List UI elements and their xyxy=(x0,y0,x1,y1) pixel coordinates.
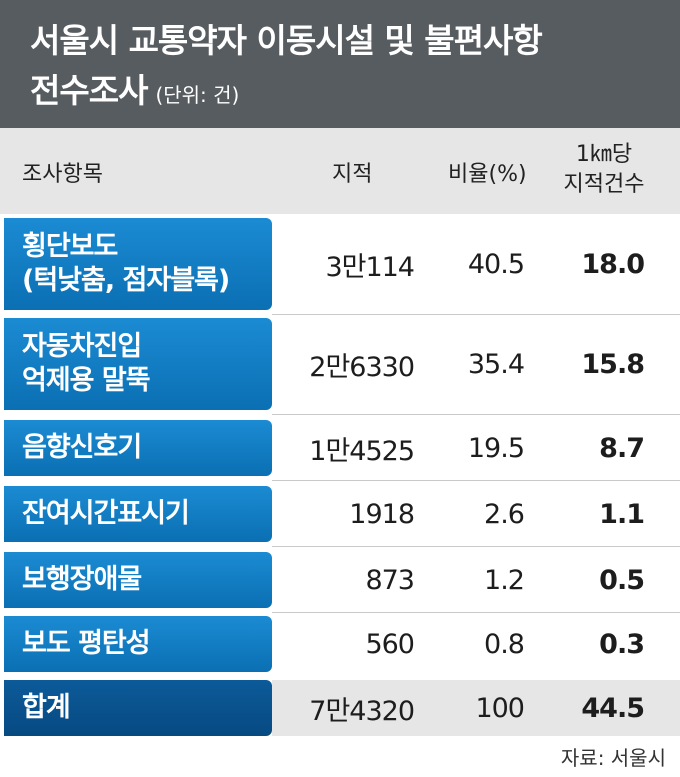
row-label: 잔여시간표시기 xyxy=(4,486,272,542)
table-row: 잔여시간표시기 1918 2.6 1.1 xyxy=(0,486,680,542)
cell-ratio: 19.5 xyxy=(467,432,525,464)
row-label-line1: 음향신호기 xyxy=(22,432,142,463)
cell-ratio: 40.5 xyxy=(467,248,525,280)
cell-count: 873 xyxy=(365,564,415,596)
header-per-km: 1㎞당 지적건수 xyxy=(538,140,670,200)
total-ratio: 100 xyxy=(475,692,525,724)
header-count: 지적 xyxy=(332,162,373,187)
table-row: 횡단보도 (턱낮춤, 점자블록) 3만114 40.5 18.0 xyxy=(0,218,680,310)
cell-ratio: 1.2 xyxy=(484,564,525,596)
cell-count: 2만6330 xyxy=(309,351,415,383)
cell-count: 1918 xyxy=(349,498,415,530)
row-label-line2: 억제용 말뚝 xyxy=(22,365,151,396)
row-label-line1: 보행장애물 xyxy=(22,564,142,595)
row-divider xyxy=(272,480,680,481)
total-count: 7만4320 xyxy=(309,695,415,727)
header-per-km-line2: 지적건수 xyxy=(563,172,645,197)
cell-per-km: 15.8 xyxy=(581,348,645,380)
table-header: 조사항목 지적 비율(%) 1㎞당 지적건수 xyxy=(0,128,680,214)
row-label-line1: 잔여시간표시기 xyxy=(22,498,190,529)
header-item: 조사항목 xyxy=(22,162,103,187)
title-line1: 서울시 교통약자 이동시설 및 불편사항 xyxy=(30,21,543,60)
row-label: 보행장애물 xyxy=(4,552,272,608)
cell-ratio: 2.6 xyxy=(484,498,525,530)
cell-per-km: 8.7 xyxy=(599,432,645,464)
total-row-background xyxy=(272,680,680,736)
row-label: 보도 평탄성 xyxy=(4,616,272,672)
cell-count: 3만114 xyxy=(325,251,415,283)
row-divider xyxy=(272,414,680,415)
cell-count: 560 xyxy=(365,628,415,660)
total-row: 합계 7만4320 100 44.5 xyxy=(0,680,680,736)
cell-ratio: 0.8 xyxy=(484,628,525,660)
total-label: 합계 xyxy=(4,680,272,736)
table-row: 음향신호기 1만4525 19.5 8.7 xyxy=(0,420,680,476)
row-label-line1: 보도 평탄성 xyxy=(22,628,151,659)
title-line2: 전수조사 (단위: 건) xyxy=(30,64,239,112)
cell-per-km: 18.0 xyxy=(581,248,645,280)
cell-ratio: 35.4 xyxy=(467,348,525,380)
row-divider xyxy=(272,546,680,547)
cell-count: 1만4525 xyxy=(309,435,415,467)
table-row: 보행장애물 873 1.2 0.5 xyxy=(0,552,680,608)
header-per-km-line1: 1㎞당 xyxy=(575,142,633,167)
title-line2-text: 전수조사 xyxy=(30,71,148,110)
total-per-km: 44.5 xyxy=(581,692,645,724)
row-divider xyxy=(272,314,680,315)
row-label: 음향신호기 xyxy=(4,420,272,476)
title-block: 서울시 교통약자 이동시설 및 불편사항 전수조사 (단위: 건) xyxy=(0,0,680,128)
table-row: 자동차진입 억제용 말뚝 2만6330 35.4 15.8 xyxy=(0,318,680,410)
row-divider xyxy=(272,612,680,613)
cell-per-km: 1.1 xyxy=(599,498,645,530)
source-note: 자료: 서울시 xyxy=(560,746,666,770)
unit-label: (단위: 건) xyxy=(155,83,240,107)
table-row: 보도 평탄성 560 0.8 0.3 xyxy=(0,616,680,672)
row-label-line2: (턱낮춤, 점자블록) xyxy=(22,265,230,296)
row-label: 횡단보도 (턱낮춤, 점자블록) xyxy=(4,218,272,310)
row-label-line1: 자동차진입 xyxy=(22,331,142,362)
cell-per-km: 0.5 xyxy=(599,564,645,596)
cell-per-km: 0.3 xyxy=(599,628,645,660)
row-label: 자동차진입 억제용 말뚝 xyxy=(4,318,272,410)
row-label-line1: 횡단보도 xyxy=(22,231,118,262)
total-label-text: 합계 xyxy=(22,692,71,723)
header-ratio: 비율(%) xyxy=(448,162,527,187)
